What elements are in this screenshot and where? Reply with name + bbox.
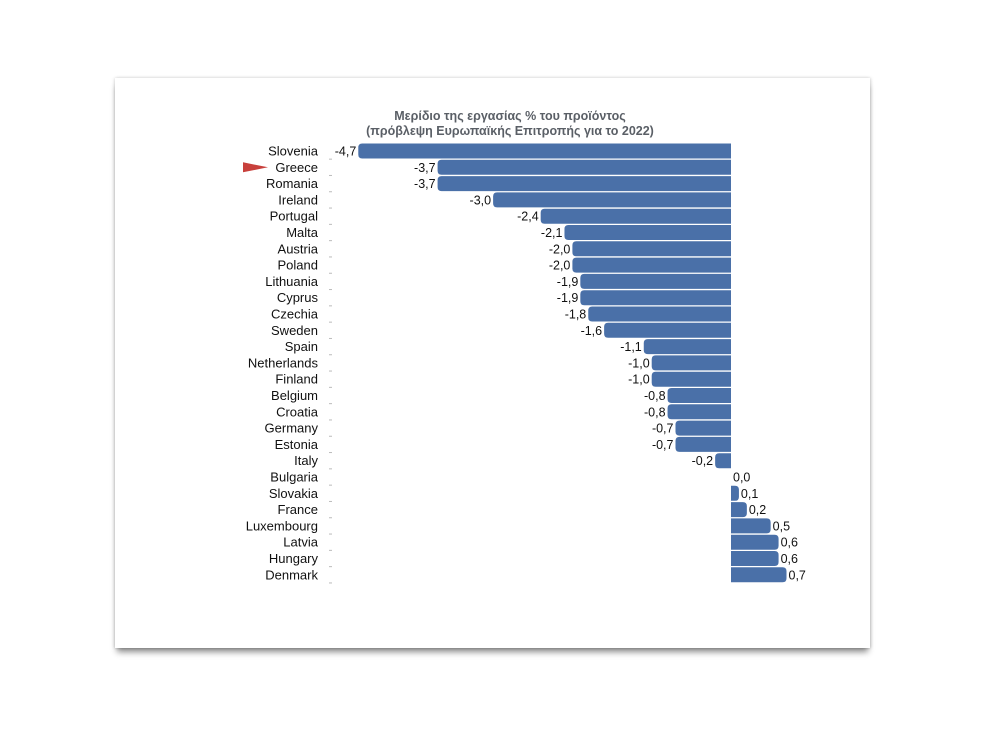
category-label: Germany — [265, 421, 319, 436]
value-label: -1,0 — [628, 373, 650, 387]
category-label: Czechia — [271, 307, 319, 322]
category-label: Greece — [275, 160, 318, 175]
bar — [667, 388, 731, 403]
value-label: 0,7 — [789, 568, 806, 582]
value-label: -3,7 — [414, 161, 436, 175]
value-label: -1,0 — [628, 356, 650, 370]
category-label: Austria — [278, 241, 319, 256]
category-label: Poland — [278, 258, 318, 273]
category-label: Italy — [294, 453, 318, 468]
value-label: -1,6 — [581, 324, 603, 338]
bar — [588, 306, 731, 322]
bar — [643, 339, 731, 355]
bar — [493, 192, 731, 208]
bar — [580, 273, 731, 289]
value-label: -3,7 — [414, 177, 436, 191]
bar — [731, 534, 779, 550]
highlight-arrow-icon — [243, 162, 268, 173]
bar — [540, 208, 731, 224]
category-label: Estonia — [275, 437, 319, 452]
value-label: 0,5 — [773, 519, 790, 533]
bar — [651, 355, 731, 371]
category-label: Lithuania — [265, 274, 319, 289]
value-label: -2,4 — [517, 210, 539, 224]
bar — [604, 322, 731, 338]
value-label: -2,0 — [549, 259, 571, 273]
category-label: Portugal — [270, 209, 319, 224]
bar — [715, 453, 731, 469]
category-label: Latvia — [283, 535, 318, 550]
chart-title: Μερίδιο της εργασίας % του προϊόντος — [394, 109, 625, 123]
bar — [437, 159, 731, 175]
value-label: -0,7 — [652, 438, 674, 452]
category-label: Malta — [286, 225, 319, 240]
category-label: Romania — [266, 176, 319, 191]
category-label: Netherlands — [248, 355, 319, 370]
category-label: Slovakia — [269, 486, 319, 501]
value-label: 0,0 — [733, 471, 750, 485]
category-label: Croatia — [276, 404, 319, 419]
value-label: 0,6 — [781, 536, 798, 550]
bar — [667, 404, 731, 420]
value-label: -1,8 — [565, 308, 587, 322]
value-label: -0,8 — [644, 389, 666, 403]
category-label: France — [278, 502, 318, 517]
value-label: -3,0 — [470, 193, 492, 207]
category-label: Cyprus — [277, 290, 319, 305]
bar — [437, 176, 731, 192]
value-label: -0,8 — [644, 405, 666, 419]
value-label: 0,1 — [741, 487, 758, 501]
value-label: -4,7 — [335, 145, 357, 159]
bar — [358, 143, 731, 159]
value-label: -1,9 — [557, 291, 579, 305]
bar — [731, 567, 787, 583]
value-label: -2,1 — [541, 226, 563, 240]
category-label: Slovenia — [268, 144, 319, 159]
category-label: Ireland — [278, 192, 318, 207]
category-label: Bulgaria — [270, 470, 318, 485]
value-label: -0,7 — [652, 422, 674, 436]
bar — [731, 551, 779, 566]
value-label: -1,9 — [557, 275, 579, 289]
bar — [564, 225, 731, 240]
value-label: -0,2 — [692, 454, 714, 468]
bar — [731, 502, 747, 518]
value-label: 0,2 — [749, 503, 766, 517]
value-label: -1,1 — [620, 340, 642, 354]
category-label: Finland — [275, 372, 318, 387]
bar — [675, 420, 731, 436]
bar — [675, 436, 731, 452]
bar — [731, 485, 739, 501]
category-label: Hungary — [269, 551, 319, 566]
category-label: Sweden — [271, 323, 318, 338]
category-label: Luxembourg — [246, 518, 318, 533]
value-label: -2,0 — [549, 242, 571, 256]
bar — [580, 290, 731, 306]
bar — [651, 371, 731, 387]
bar — [572, 241, 731, 257]
category-label: Belgium — [271, 388, 318, 403]
bar — [572, 257, 731, 273]
value-label: 0,6 — [781, 552, 798, 566]
category-label: Denmark — [265, 567, 318, 582]
chart-subtitle: (πρόβλεψη Ευρωπαϊκής Επιτροπής για το 20… — [366, 124, 654, 138]
category-label: Spain — [285, 339, 318, 354]
bar — [731, 518, 771, 534]
